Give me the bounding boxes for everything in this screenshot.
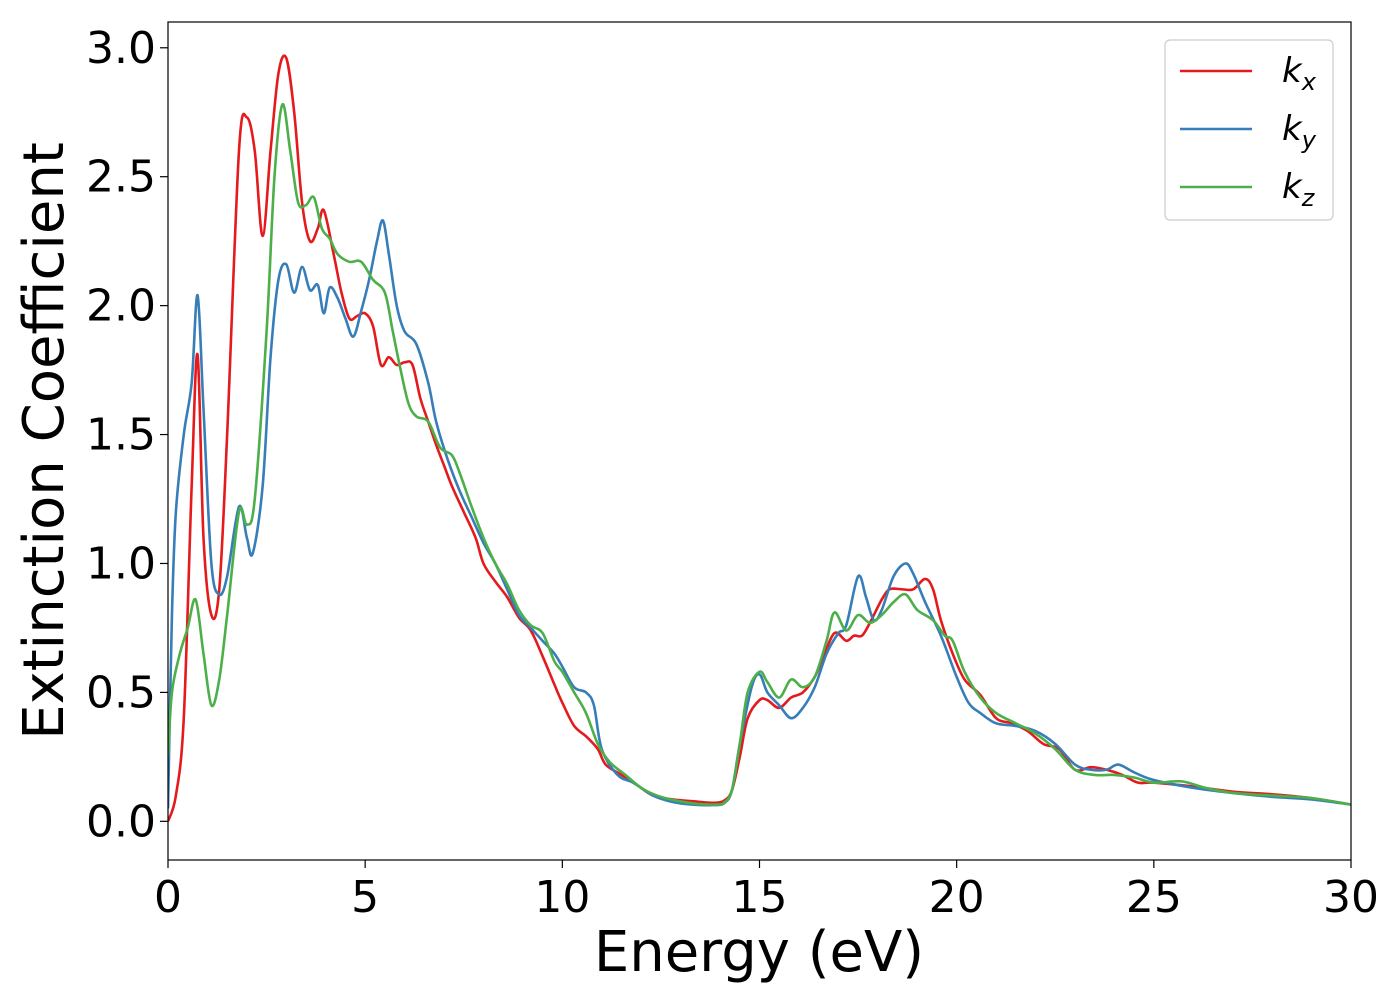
x-tick-label: 25 (1126, 872, 1182, 923)
x-tick-label: 30 (1323, 872, 1379, 923)
y-axis: 0.0 0.5 1.0 1.5 2.0 2.5 3.0 (86, 23, 168, 847)
y-tick-label: 2.0 (86, 281, 156, 332)
series-layer (168, 54, 1351, 822)
x-tick-label: 5 (351, 872, 379, 923)
series-line-kz (168, 103, 1351, 806)
y-tick-label: 1.0 (86, 538, 156, 589)
y-tick-label: 2.5 (86, 152, 156, 203)
series-line-ky (168, 219, 1351, 809)
y-tick-label: 3.0 (86, 23, 156, 74)
x-tick-label: 10 (534, 872, 590, 923)
series-line-kx (168, 54, 1351, 822)
x-axis-title: Energy (eV) (594, 920, 924, 985)
x-tick-label: 20 (929, 872, 985, 923)
x-axis: 0 5 10 15 20 25 30 (154, 860, 1379, 923)
x-tick-label: 15 (732, 872, 788, 923)
y-tick-label: 0.0 (86, 796, 156, 847)
x-tick-label: 0 (154, 872, 182, 923)
y-tick-label: 1.5 (86, 410, 156, 461)
y-tick-label: 0.5 (86, 667, 156, 718)
y-axis-title: Extinction Coefficient (12, 142, 77, 740)
